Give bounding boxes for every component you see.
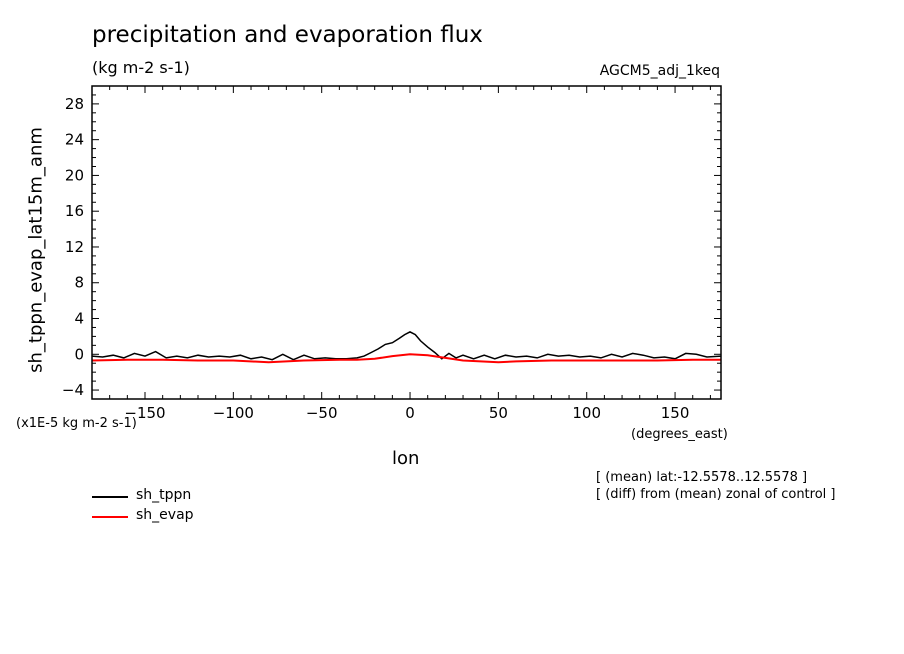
lat-range-note: [ (mean) lat:-12.5578..12.5578 ]	[596, 470, 808, 485]
legend-swatch-sh-tppn	[92, 496, 128, 498]
x-axis-units: (degrees_east)	[631, 427, 728, 442]
y-tick-label: 20	[65, 166, 84, 184]
diff-note: [ (diff) from (mean) zonal of control ]	[596, 487, 836, 502]
x-axis-label: lon	[392, 448, 420, 469]
x-tick-label: 150	[661, 404, 690, 422]
y-tick-label: 0	[74, 345, 84, 363]
tick-labels: −4 0 4 8 12 16 20 24 28 −150 −100 −50 0 50 100 150	[62, 95, 690, 422]
x-tick-label: 50	[489, 404, 508, 422]
series-line-sh-tppn	[91, 331, 722, 361]
x-tick-label: 100	[572, 404, 601, 422]
x-tick-label: −150	[124, 404, 165, 422]
x-tick-label: 0	[405, 404, 415, 422]
axis-ticks	[92, 85, 721, 400]
y-tick-label: 24	[65, 131, 84, 149]
plot-frame	[91, 85, 722, 400]
chart-title: precipitation and evaporation flux	[92, 22, 483, 48]
legend-label-sh-evap: sh_evap	[136, 507, 194, 523]
dataset-label: AGCM5_adj_1keq	[599, 63, 720, 79]
x-tick-label: −50	[306, 404, 338, 422]
y-tick-label: 4	[74, 310, 84, 328]
legend-label-sh-tppn: sh_tppn	[136, 487, 192, 503]
y-tick-label: 12	[65, 238, 84, 256]
y-tick-label: 16	[65, 202, 84, 220]
series-line-sh-evap	[91, 353, 721, 364]
x-tick-label: −100	[213, 404, 254, 422]
series-lines	[91, 331, 722, 364]
y-scale-note: (x1E-5 kg m-2 s-1)	[16, 416, 137, 431]
y-tick-label: −4	[62, 381, 84, 399]
y-tick-label: 8	[74, 274, 84, 292]
legend-swatch-sh-evap	[92, 516, 128, 518]
chart-units: (kg m-2 s-1)	[92, 58, 190, 77]
y-tick-label: 28	[65, 95, 84, 113]
